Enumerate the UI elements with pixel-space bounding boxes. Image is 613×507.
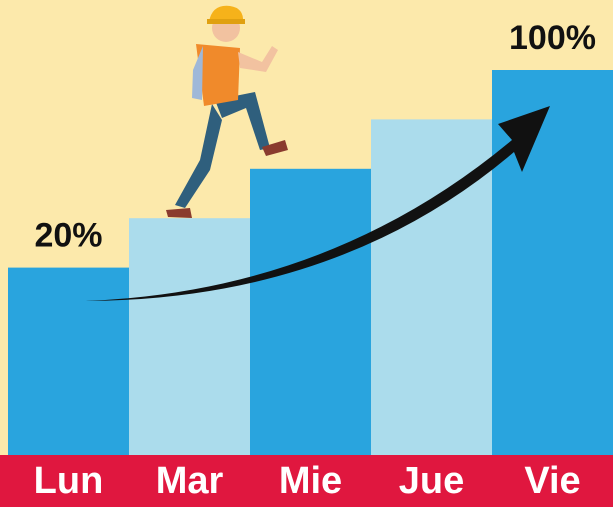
bar	[8, 268, 130, 455]
bar	[250, 169, 372, 455]
x-tick-label: Lun	[34, 460, 104, 502]
value-label: 100%	[509, 19, 596, 57]
x-tick-label: Vie	[524, 460, 580, 502]
chart: 20% Lun Mar Mie Jue 100% Vie	[0, 0, 613, 507]
x-tick-label: Mie	[279, 460, 342, 502]
x-tick-label: Mar	[156, 460, 224, 502]
x-tick-label: Jue	[399, 460, 464, 502]
bar	[129, 218, 251, 455]
value-label: 20%	[34, 217, 102, 255]
